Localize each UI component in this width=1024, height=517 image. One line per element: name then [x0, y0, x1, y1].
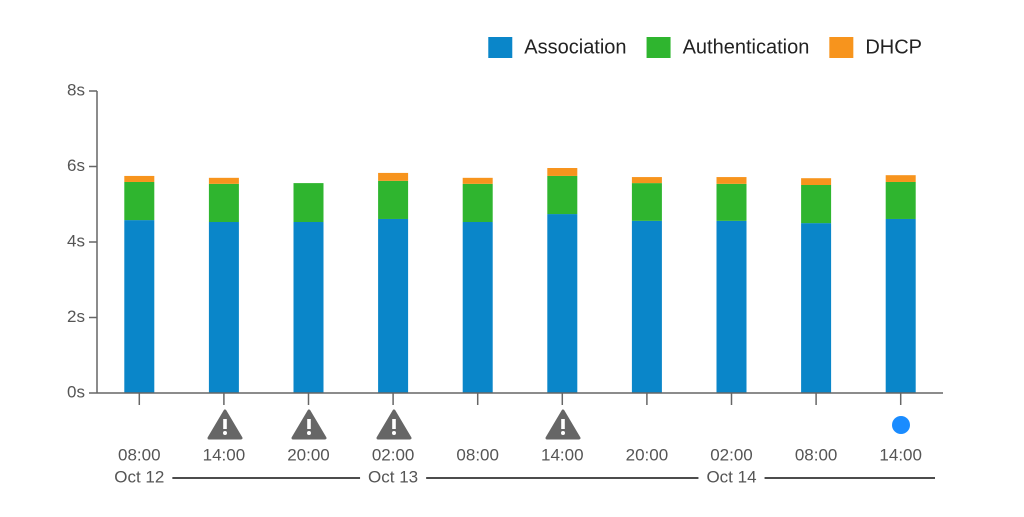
- x-tick-label: 20:00: [287, 445, 330, 464]
- warning-icon: [545, 409, 581, 440]
- legend-label[interactable]: DHCP: [865, 36, 922, 58]
- bar-segment: [208, 221, 239, 393]
- bar-segment: [124, 220, 155, 393]
- bar-segment: [631, 183, 662, 221]
- bar-segment: [885, 181, 916, 219]
- bar-segment: [716, 183, 747, 221]
- bar-segment: [885, 175, 916, 182]
- bar-segment: [716, 220, 747, 393]
- bar-segment: [631, 220, 662, 393]
- x-tick-label: 14:00: [203, 445, 246, 464]
- bar-segment: [462, 177, 493, 184]
- bar-segment: [293, 183, 324, 222]
- x-tick-label: 02:00: [372, 445, 415, 464]
- bar-segment: [885, 218, 916, 393]
- bar-segment: [547, 214, 578, 393]
- bar-segment: [716, 177, 747, 184]
- y-tick-label: 6s: [67, 156, 85, 175]
- bar-segment: [293, 221, 324, 393]
- x-tick-label: 02:00: [710, 445, 753, 464]
- bar-segment: [631, 177, 662, 184]
- bar-segment: [208, 183, 239, 222]
- legend-swatch[interactable]: [646, 37, 671, 58]
- y-tick-label: 2s: [67, 307, 85, 326]
- bar-segment: [462, 183, 493, 222]
- bar-segment: [378, 218, 409, 393]
- bar-segment: [547, 175, 578, 215]
- y-tick-label: 4s: [67, 231, 85, 250]
- event-icons: [207, 409, 910, 440]
- bar-segment: [462, 221, 493, 393]
- legend-swatch[interactable]: [488, 37, 513, 58]
- bar-segment: [124, 181, 155, 221]
- bar-segment: [801, 184, 832, 224]
- warning-icon: [291, 409, 327, 440]
- bar-segment: [801, 178, 832, 185]
- legend-swatch[interactable]: [829, 37, 854, 58]
- info-dot[interactable]: [892, 416, 910, 434]
- warning-icon: [376, 409, 412, 440]
- legend-label[interactable]: Authentication: [683, 36, 810, 58]
- date-label: Oct 12: [114, 467, 164, 486]
- x-tick-label: 08:00: [118, 445, 161, 464]
- x-tick-label: 20:00: [626, 445, 669, 464]
- bar-segment: [124, 175, 155, 182]
- legend-label[interactable]: Association: [524, 36, 626, 58]
- warning-icon: [207, 409, 243, 440]
- bar-segment: [378, 180, 409, 219]
- y-tick-label: 0s: [67, 382, 85, 401]
- date-label: Oct 13: [368, 467, 418, 486]
- legend: Association Authentication DHCP: [488, 36, 922, 58]
- x-tick-label: 14:00: [541, 445, 584, 464]
- bar-segment: [208, 177, 239, 184]
- x-tick-label: 14:00: [879, 445, 922, 464]
- date-label: Oct 14: [706, 467, 756, 486]
- x-tick-label: 08:00: [456, 445, 499, 464]
- y-tick-label: 8s: [67, 80, 85, 99]
- bar-segment: [801, 223, 832, 393]
- bar-segment: [547, 168, 578, 176]
- x-tick-label: 08:00: [795, 445, 838, 464]
- bar-segment: [378, 172, 409, 181]
